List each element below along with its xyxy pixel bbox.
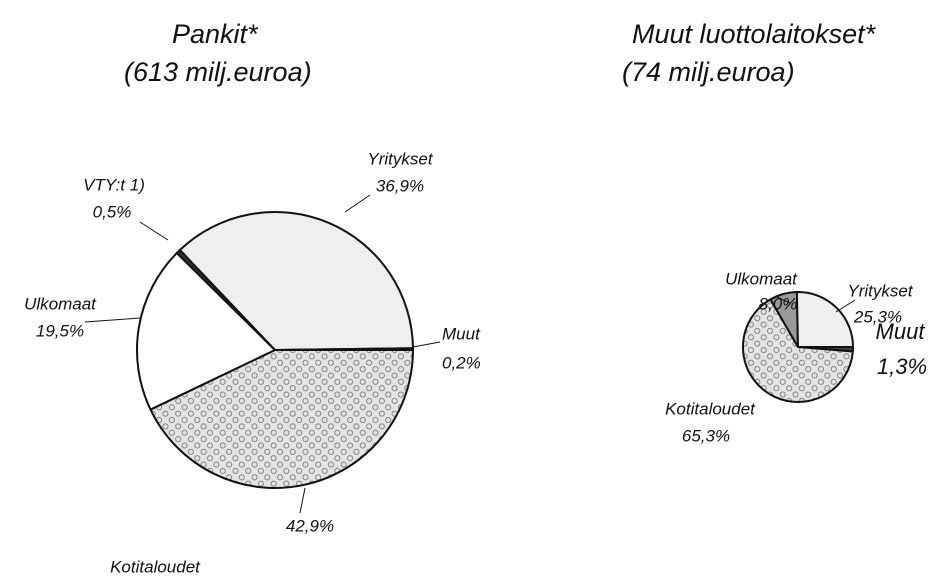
pie-slice <box>274 347 414 351</box>
leader-line <box>776 296 791 304</box>
slice-label: Ulkomaat <box>725 269 798 288</box>
slice-label: Ulkomaat <box>24 294 97 313</box>
pie-slice <box>136 252 276 411</box>
chart-title: Muut luottolaitokset* <box>632 19 877 49</box>
pie-slice <box>795 291 854 348</box>
leader-line <box>344 194 371 213</box>
chart-title: Pankit* <box>172 19 259 49</box>
slice-label: Kotitaloudet <box>665 399 756 418</box>
leader-line <box>84 317 141 323</box>
pie-slice <box>149 349 414 489</box>
leader-line <box>139 221 169 241</box>
slice-value-label: 19,5% <box>36 321 84 340</box>
slice-label: Yritykset <box>847 281 913 300</box>
slice-value-label: 36,9% <box>376 176 424 195</box>
slice-value-label: 0,2% <box>442 353 481 372</box>
leader-line <box>835 299 856 313</box>
slice-label: VTY:t 1) <box>83 175 145 194</box>
slice-label: Kotitaloudet <box>110 557 201 576</box>
slice-value-label: 0,5% <box>93 202 132 221</box>
slice-value-label: 1,3% <box>877 354 927 379</box>
chart-subtitle: (74 milj.euroa) <box>622 57 795 87</box>
leader-line <box>412 341 441 348</box>
pie-slice <box>742 298 854 403</box>
slice-value-label: 25,3% <box>853 307 902 326</box>
chart-subtitle: (613 milj.euroa) <box>124 57 312 87</box>
slice-value-label: 65,3% <box>682 426 730 445</box>
slice-value-label: 8,0% <box>759 294 798 313</box>
slice-label: Yritykset <box>367 149 433 168</box>
slice-label: Muut <box>876 319 926 344</box>
leader-line <box>299 487 306 514</box>
slice-value-label: 42,9% <box>286 516 334 535</box>
pie-slice <box>178 211 414 351</box>
slice-label: Muut <box>442 324 481 343</box>
